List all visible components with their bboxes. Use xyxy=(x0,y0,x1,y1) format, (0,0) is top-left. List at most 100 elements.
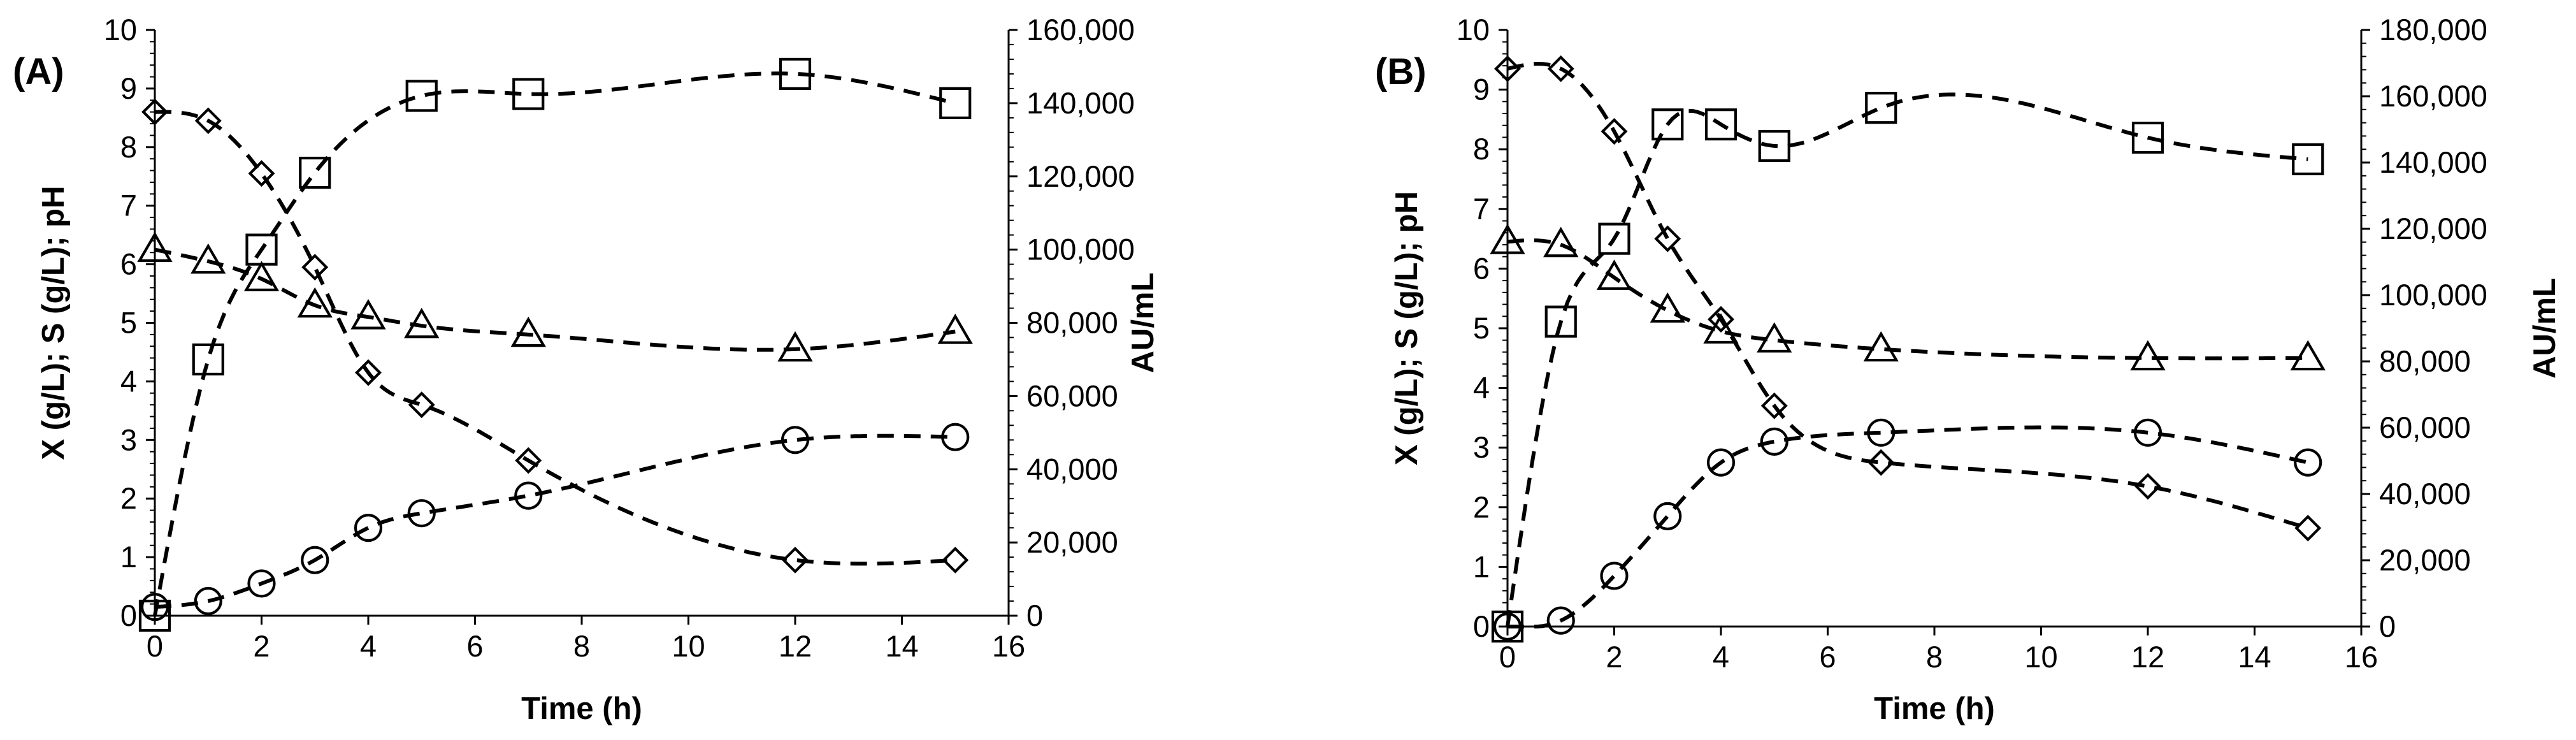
left-y-tick-label: 5 xyxy=(120,306,137,340)
diamond-marker-4 xyxy=(355,359,382,386)
triangle-marker-0 xyxy=(1490,224,1525,254)
circle-marker-0 xyxy=(140,593,169,621)
left-y-tick-label: 3 xyxy=(1473,430,1490,464)
diamond-series xyxy=(141,98,969,574)
triangle-marker-7 xyxy=(2130,340,2166,371)
right-y-tick-label: 0 xyxy=(1026,599,1043,632)
diamond-marker-7 xyxy=(782,546,809,574)
triangle-marker-5 xyxy=(404,307,440,338)
right-y-tick-label: 120,000 xyxy=(2379,212,2487,245)
diamond-marker-3 xyxy=(301,254,329,281)
square-marker-4 xyxy=(405,80,438,112)
triangle-marker-4 xyxy=(350,299,386,330)
right-y-tick-label: 100,000 xyxy=(1026,233,1135,266)
left-y-tick-label: 6 xyxy=(1473,251,1490,285)
square-fit-line xyxy=(1506,92,2308,627)
triangle-marker-6 xyxy=(1863,331,1899,362)
square-marker-3 xyxy=(1651,108,1684,141)
right-y-tick-label: 120,000 xyxy=(1026,159,1135,193)
right-y-tick-label: 60,000 xyxy=(2379,410,2471,444)
diamond-marker-2 xyxy=(248,160,275,187)
x-tick-label: 6 xyxy=(1819,640,1836,674)
x-axis-title: Time (h) xyxy=(521,692,642,726)
left-y-tick-label: 0 xyxy=(1473,609,1490,643)
circle-marker-5 xyxy=(407,499,436,528)
left-y-tick-label: 4 xyxy=(120,364,137,398)
triangle-marker-1 xyxy=(1543,226,1579,258)
diamond-fit-line xyxy=(154,110,956,566)
right-y-tick-label: 100,000 xyxy=(2379,278,2487,312)
circle-marker-3 xyxy=(1653,502,1682,530)
circle-marker-1 xyxy=(1546,606,1575,635)
square-marker-5 xyxy=(1758,129,1790,163)
circle-marker-2 xyxy=(247,569,276,598)
right-y-tick-label: 160,000 xyxy=(1026,13,1135,47)
triangle-marker-0 xyxy=(137,231,173,263)
circle-marker-4 xyxy=(354,514,383,542)
left-y-tick-label: 8 xyxy=(120,130,137,164)
square-marker-2 xyxy=(1598,222,1630,255)
diamond-marker-6 xyxy=(1867,449,1895,476)
right-y-tick-label: 40,000 xyxy=(1026,452,1118,486)
x-tick-label: 0 xyxy=(147,629,163,663)
diamond-marker-2 xyxy=(1601,118,1628,145)
x-tick-label: 4 xyxy=(360,629,377,663)
square-fit-line xyxy=(153,71,956,616)
diamond-marker-5 xyxy=(408,391,435,419)
circle-marker-8 xyxy=(2294,448,2322,477)
circle-marker-7 xyxy=(781,426,810,454)
circle-marker-7 xyxy=(2133,418,2162,447)
circle-marker-1 xyxy=(194,586,222,616)
circle-marker-8 xyxy=(941,423,970,451)
x-tick-label: 6 xyxy=(466,629,483,663)
x-tick-label: 14 xyxy=(885,629,918,663)
left-y-tick-label: 7 xyxy=(120,189,137,222)
panel-label: (A) xyxy=(13,51,64,92)
right-y-tick-label: 80,000 xyxy=(1026,306,1118,340)
right-y-tick-label: 0 xyxy=(2379,609,2396,643)
left-y-tick-label: 9 xyxy=(120,71,137,105)
x-tick-label: 8 xyxy=(573,629,590,663)
circle-marker-2 xyxy=(1600,562,1629,590)
x-tick-label: 12 xyxy=(779,629,812,663)
right-y-tick-label: 140,000 xyxy=(1026,86,1135,120)
diamond-marker-0 xyxy=(141,98,168,126)
diamond-marker-4 xyxy=(1708,305,1734,333)
diamond-marker-0 xyxy=(1494,55,1521,82)
diamond-marker-8 xyxy=(2294,514,2322,542)
chart-panel-2: 012345678910020,00040,00060,00080,000100… xyxy=(1375,13,2562,726)
right-y-axis-title: AU/mL xyxy=(1126,273,1160,374)
x-tick-label: 12 xyxy=(2131,640,2164,674)
triangle-series xyxy=(137,231,973,362)
diamond-marker-3 xyxy=(1654,225,1681,252)
x-tick-label: 0 xyxy=(1499,640,1516,674)
square-marker-7 xyxy=(2131,121,2164,154)
triangle-marker-2 xyxy=(243,261,280,291)
chart-panel-1: 012345678910020,00040,00060,00080,000100… xyxy=(13,13,1160,726)
left-y-tick-label: 4 xyxy=(1473,371,1490,405)
circle-series xyxy=(140,423,970,621)
diamond-marker-7 xyxy=(2134,473,2161,500)
left-y-tick-label: 6 xyxy=(120,247,137,281)
square-series xyxy=(1491,92,2324,643)
square-marker-1 xyxy=(1544,305,1577,338)
square-marker-6 xyxy=(1865,92,1897,124)
left-y-tick-label: 1 xyxy=(1473,549,1490,583)
diamond-marker-5 xyxy=(1760,392,1788,419)
left-y-tick-label: 2 xyxy=(1473,490,1490,524)
triangle-marker-2 xyxy=(1596,259,1632,290)
triangle-fit-line xyxy=(1507,238,2308,361)
x-tick-label: 2 xyxy=(253,629,270,663)
square-marker-4 xyxy=(1704,108,1738,141)
left-y-tick-label: 2 xyxy=(120,481,137,515)
triangle-marker-1 xyxy=(191,243,226,274)
triangle-marker-3 xyxy=(297,287,333,318)
diamond-marker-1 xyxy=(194,107,222,134)
right-y-tick-label: 180,000 xyxy=(2379,13,2487,47)
circle-marker-5 xyxy=(1760,427,1788,456)
triangle-marker-4 xyxy=(1703,313,1739,344)
left-y-tick-label: 7 xyxy=(1473,192,1490,226)
triangle-marker-8 xyxy=(937,314,973,344)
circle-marker-6 xyxy=(514,481,543,510)
square-marker-7 xyxy=(939,87,972,119)
